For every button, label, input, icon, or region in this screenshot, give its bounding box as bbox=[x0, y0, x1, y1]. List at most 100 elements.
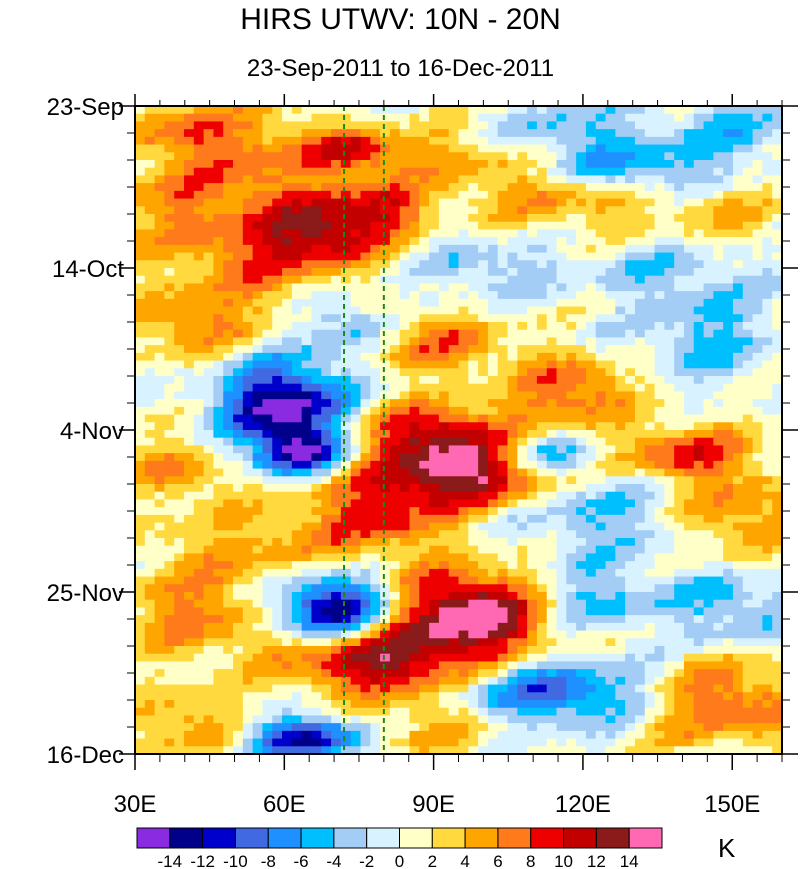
field-cell bbox=[458, 522, 469, 531]
field-cell bbox=[389, 522, 401, 531]
field-cell bbox=[399, 298, 411, 308]
field-cell bbox=[242, 175, 254, 184]
field-cell bbox=[282, 237, 293, 246]
field-cell bbox=[762, 476, 773, 485]
field-cell bbox=[615, 553, 626, 562]
field-cell bbox=[448, 160, 460, 169]
field-cell bbox=[438, 661, 450, 670]
field-cell bbox=[282, 368, 293, 377]
field-cell bbox=[154, 437, 166, 447]
field-cell bbox=[174, 437, 185, 447]
field-cell bbox=[340, 576, 352, 585]
field-cell bbox=[321, 437, 332, 447]
field-cell bbox=[615, 314, 626, 323]
field-cell bbox=[213, 514, 224, 524]
field-cell bbox=[291, 136, 303, 146]
field-cell bbox=[301, 121, 313, 130]
field-cell bbox=[752, 106, 763, 115]
field-cell bbox=[693, 360, 705, 369]
field-cell bbox=[233, 476, 244, 485]
field-cell bbox=[213, 476, 224, 485]
field-cell bbox=[762, 468, 773, 477]
field-cell bbox=[252, 183, 264, 192]
field-cell bbox=[674, 445, 685, 454]
field-cell bbox=[203, 113, 215, 123]
field-cell bbox=[409, 244, 420, 254]
field-cell bbox=[262, 568, 273, 578]
field-cell bbox=[674, 507, 685, 516]
field-cell bbox=[419, 268, 430, 277]
field-cell bbox=[419, 121, 430, 130]
field-cell bbox=[527, 360, 538, 369]
field-cell bbox=[262, 460, 273, 470]
field-cell bbox=[674, 221, 685, 231]
field-cell bbox=[301, 160, 313, 169]
field-cell bbox=[664, 376, 675, 385]
field-cell bbox=[742, 514, 754, 524]
field-cell bbox=[429, 592, 440, 601]
field-cell bbox=[693, 106, 705, 115]
field-cell bbox=[389, 298, 401, 308]
field-cell bbox=[193, 167, 205, 177]
field-cell bbox=[213, 676, 224, 686]
field-cell bbox=[135, 468, 146, 477]
field-cell bbox=[595, 252, 607, 261]
field-cell bbox=[252, 491, 264, 501]
field-cell bbox=[664, 237, 675, 246]
field-cell bbox=[154, 144, 166, 153]
field-cell bbox=[576, 576, 587, 585]
field-cell bbox=[468, 322, 479, 331]
field-cell bbox=[429, 291, 440, 300]
field-cell bbox=[605, 368, 616, 377]
field-cell bbox=[556, 160, 567, 169]
field-cell bbox=[517, 638, 528, 647]
field-cell bbox=[762, 221, 773, 231]
field-cell bbox=[507, 322, 518, 331]
field-cell bbox=[566, 468, 577, 477]
field-cell bbox=[193, 676, 205, 686]
field-cell bbox=[546, 422, 558, 431]
field-cell bbox=[605, 237, 616, 246]
field-cell bbox=[772, 522, 783, 531]
field-cell bbox=[713, 530, 724, 539]
field-cell bbox=[233, 661, 244, 670]
field-cell bbox=[154, 237, 166, 246]
field-cell bbox=[576, 476, 587, 485]
field-cell bbox=[507, 661, 518, 670]
field-cell bbox=[576, 198, 587, 207]
field-cell bbox=[223, 576, 234, 585]
field-cell bbox=[380, 229, 391, 238]
field-cell bbox=[174, 160, 185, 169]
field-cell bbox=[762, 206, 773, 215]
field-cell bbox=[389, 345, 401, 354]
field-cell bbox=[233, 453, 244, 462]
field-cell bbox=[752, 252, 763, 261]
field-cell bbox=[468, 584, 479, 593]
field-cell bbox=[331, 329, 342, 339]
field-cell bbox=[350, 337, 362, 346]
field-cell bbox=[595, 144, 607, 153]
field-cell bbox=[595, 576, 607, 585]
field-cell bbox=[242, 260, 254, 269]
field-cell bbox=[595, 676, 607, 686]
field-cell bbox=[419, 383, 430, 393]
field-cell bbox=[615, 460, 626, 470]
field-cell bbox=[184, 491, 195, 501]
field-cell bbox=[144, 653, 156, 663]
field-cell bbox=[213, 538, 224, 547]
field-cell bbox=[203, 221, 215, 231]
field-cell bbox=[772, 553, 783, 562]
field-cell bbox=[546, 584, 558, 593]
field-cell bbox=[634, 669, 646, 678]
field-cell bbox=[585, 499, 597, 508]
field-cell bbox=[487, 314, 499, 323]
field-cell bbox=[625, 599, 636, 609]
field-cell bbox=[478, 646, 489, 655]
field-cell bbox=[233, 561, 244, 570]
field-cell bbox=[644, 422, 656, 431]
field-cell bbox=[566, 646, 577, 655]
field-cell bbox=[713, 414, 724, 423]
field-cell bbox=[576, 252, 587, 261]
field-cell bbox=[164, 206, 175, 215]
field-cell bbox=[527, 568, 538, 578]
